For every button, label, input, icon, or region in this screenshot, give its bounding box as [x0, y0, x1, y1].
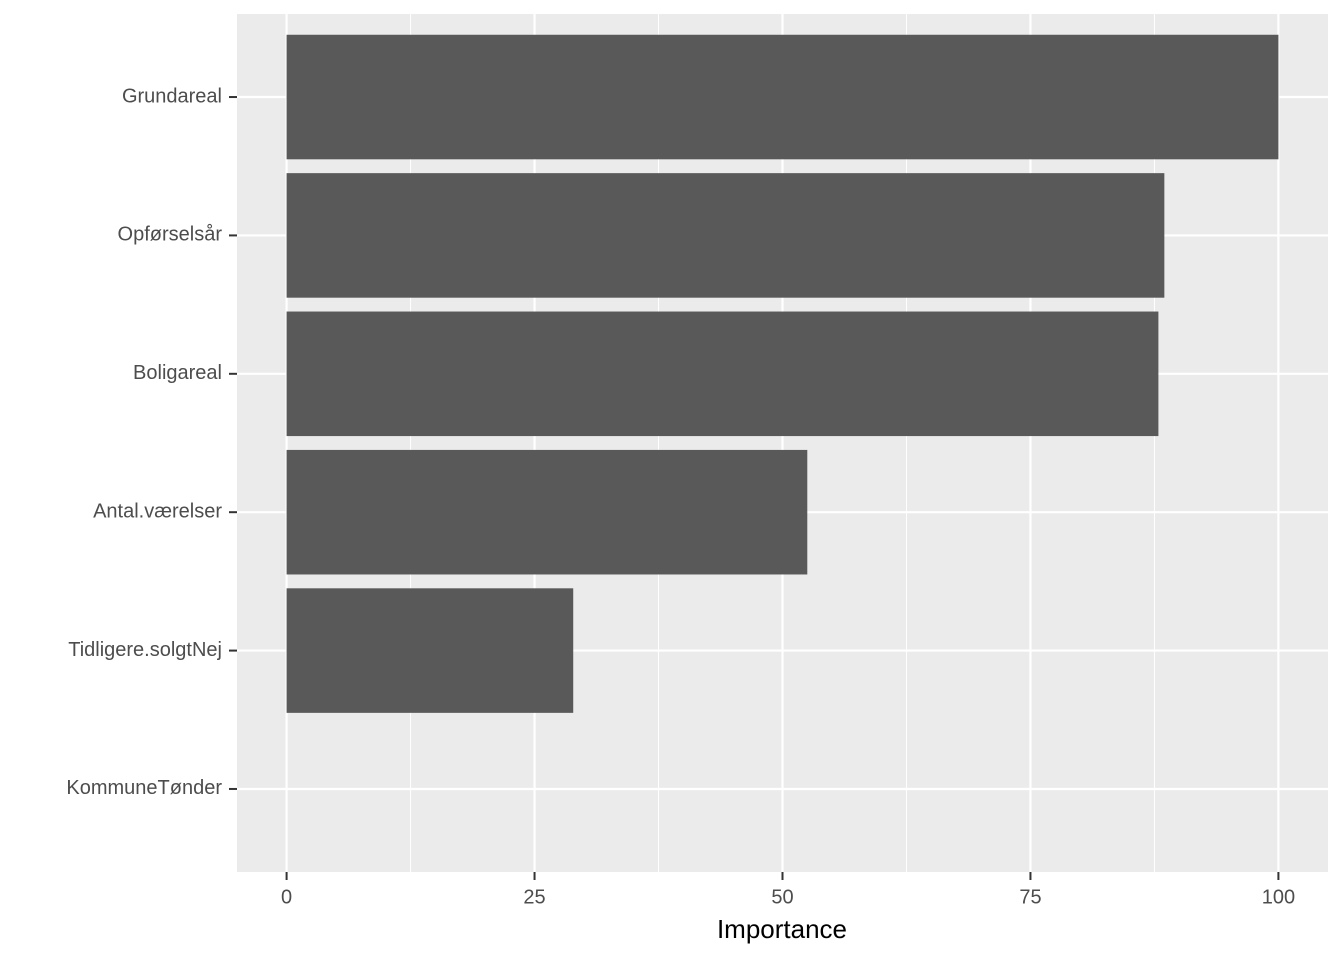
x-tick-label: 50 [771, 886, 793, 908]
x-tick-label: 100 [1262, 886, 1295, 908]
y-tick-label: Opførselsår [118, 224, 223, 246]
x-tick-label: 25 [523, 886, 545, 908]
bar [286, 311, 1159, 437]
y-tick-label: Grundareal [122, 85, 222, 107]
y-tick-label: KommuneTønder [66, 777, 222, 799]
bar [286, 173, 1165, 298]
y-tick-label: Boligareal [133, 362, 222, 384]
x-axis-title: Importance [717, 914, 847, 944]
y-tick-label: Tidligere.solgtNej [68, 639, 222, 661]
bar [286, 34, 1279, 160]
x-tick-label: 0 [281, 886, 292, 908]
bar [286, 588, 574, 713]
y-tick-label: Antal.værelser [93, 500, 222, 522]
bar [286, 449, 808, 575]
x-tick-label: 75 [1019, 886, 1041, 908]
